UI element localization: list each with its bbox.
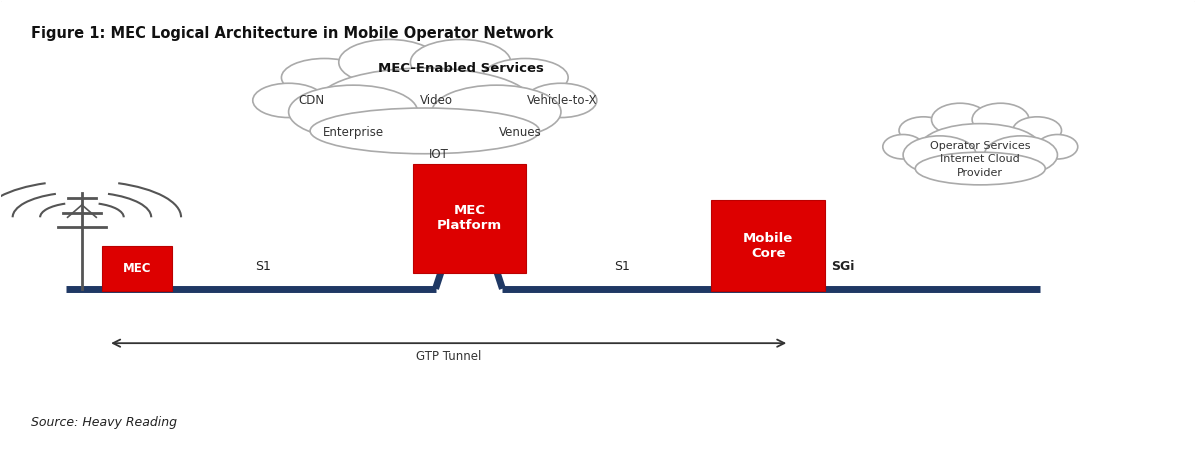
Text: SGi: SGi <box>831 260 855 273</box>
Ellipse shape <box>920 124 1042 172</box>
Ellipse shape <box>525 83 597 117</box>
Ellipse shape <box>338 40 439 85</box>
Text: MEC
Platform: MEC Platform <box>437 204 502 233</box>
Text: Mobile
Core: Mobile Core <box>743 232 793 260</box>
FancyBboxPatch shape <box>413 164 526 273</box>
Text: IOT: IOT <box>429 148 448 162</box>
Ellipse shape <box>932 103 988 136</box>
Text: Enterprise: Enterprise <box>323 126 384 139</box>
Ellipse shape <box>252 83 324 117</box>
Text: Figure 1: MEC Logical Architecture in Mobile Operator Network: Figure 1: MEC Logical Architecture in Mo… <box>31 25 553 40</box>
Ellipse shape <box>899 117 947 144</box>
Ellipse shape <box>288 85 417 138</box>
Text: S1: S1 <box>614 260 630 273</box>
Text: MEC-Enabled Services: MEC-Enabled Services <box>378 62 543 75</box>
Ellipse shape <box>903 136 976 174</box>
Text: Venues: Venues <box>499 126 542 139</box>
Ellipse shape <box>310 108 539 154</box>
Text: CDN: CDN <box>298 94 324 107</box>
Ellipse shape <box>317 68 532 136</box>
Ellipse shape <box>972 103 1029 136</box>
Text: Operator Services
Internet Cloud
Provider: Operator Services Internet Cloud Provide… <box>930 141 1031 177</box>
Ellipse shape <box>1013 117 1062 144</box>
Ellipse shape <box>883 135 923 159</box>
Ellipse shape <box>984 136 1057 174</box>
FancyBboxPatch shape <box>712 200 825 291</box>
Text: Source: Heavy Reading: Source: Heavy Reading <box>31 416 177 430</box>
Ellipse shape <box>482 59 568 96</box>
Text: MEC: MEC <box>123 262 151 275</box>
Ellipse shape <box>281 59 367 96</box>
Ellipse shape <box>1037 135 1078 159</box>
Text: GTP Tunnel: GTP Tunnel <box>416 350 481 363</box>
Ellipse shape <box>432 85 561 138</box>
Text: S1: S1 <box>256 260 271 273</box>
Text: Video: Video <box>420 94 453 107</box>
Text: Vehicle-to-X: Vehicle-to-X <box>527 94 598 107</box>
Ellipse shape <box>915 152 1045 185</box>
Ellipse shape <box>410 40 511 85</box>
FancyBboxPatch shape <box>102 246 171 291</box>
